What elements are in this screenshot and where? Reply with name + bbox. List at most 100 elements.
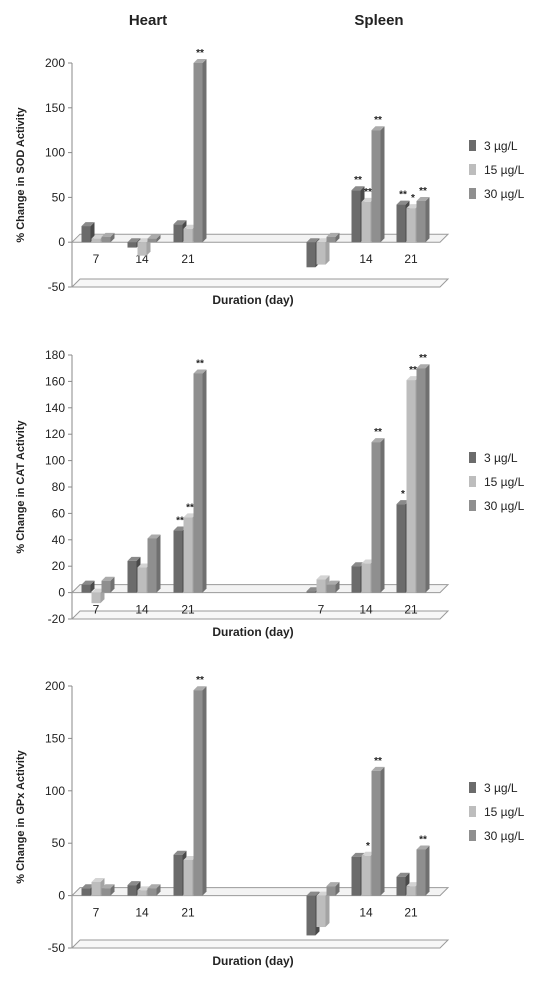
bar: [81, 226, 91, 243]
bar-side: [425, 196, 430, 243]
x-tick-label: 14: [135, 603, 149, 617]
chart-panel-3: -50 0 50 100 150 200 % Change in GPx Activity 7…: [15, 675, 525, 968]
bar-side: [325, 891, 330, 928]
bar-top: [396, 872, 410, 877]
x-tick-label: 14: [359, 906, 373, 920]
bar: [137, 242, 147, 256]
y-tick-label: 0: [58, 235, 65, 249]
bar: [173, 224, 183, 243]
bar-top: [101, 232, 115, 237]
y-tick-label: 100: [45, 784, 65, 798]
bar: [396, 876, 406, 896]
bar: [127, 560, 137, 593]
bar: [351, 190, 361, 243]
significance-label: **: [419, 186, 427, 197]
bar: [306, 895, 316, 936]
significance-label: **: [364, 187, 372, 198]
bar-top: [326, 882, 340, 887]
legend-swatch: [469, 164, 476, 175]
bar-top: [183, 855, 197, 860]
bar-top: [173, 526, 187, 531]
bar-side: [90, 580, 95, 593]
bar: [147, 538, 157, 593]
bar-top: [316, 575, 330, 580]
bar: [361, 201, 371, 243]
x-tick-label: 14: [359, 252, 373, 266]
y-tick-label: 50: [52, 190, 66, 204]
y-tick-label: 200: [45, 56, 65, 70]
bar-side: [110, 576, 115, 593]
bar-top: [81, 580, 95, 585]
bar: [371, 442, 381, 593]
legend-label: 3 µg/L: [484, 451, 518, 465]
bar-top: [101, 884, 115, 889]
bar-top: [81, 884, 95, 889]
bar-top: [137, 238, 151, 243]
legend-label: 15 µg/L: [484, 805, 525, 819]
legend-label: 30 µg/L: [484, 829, 525, 843]
significance-label: **: [186, 502, 194, 513]
y-tick-label: -20: [48, 612, 66, 626]
bar: [101, 580, 111, 593]
bar-top: [396, 500, 410, 505]
bar-top: [127, 556, 141, 561]
bar-side: [146, 238, 151, 256]
x-tick-label: 7: [318, 603, 325, 617]
significance-label: **: [374, 427, 382, 438]
bar: [81, 888, 91, 896]
legend-label: 3 µg/L: [484, 139, 518, 153]
y-tick-label: 140: [45, 401, 65, 415]
bar: [396, 204, 406, 243]
bar-top: [416, 196, 430, 201]
bar-side: [335, 580, 340, 593]
y-tick-label: 80: [52, 480, 66, 494]
significance-label: *: [366, 841, 370, 852]
bar: [101, 888, 111, 896]
chart-panel-2: -20 0 20 40 60 80 100 120 140 160 180 % Change in C…: [15, 348, 525, 639]
x-tick-label: 21: [404, 906, 418, 920]
bar-side: [335, 232, 340, 243]
bar-top: [193, 686, 207, 691]
bar: [416, 849, 426, 896]
bar: [147, 238, 157, 243]
bar: [316, 579, 326, 593]
x-tick-label: 7: [93, 252, 100, 266]
x-tick-label: 14: [135, 252, 149, 266]
x-tick-label: 21: [404, 252, 418, 266]
bar-side: [156, 234, 161, 243]
y-tick-label: 100: [45, 454, 65, 468]
bar-side: [202, 369, 207, 593]
significance-label: **: [399, 190, 407, 201]
bar-top: [81, 222, 95, 227]
significance-label: **: [374, 756, 382, 767]
x-tick-label: 21: [404, 603, 418, 617]
significance-label: *: [411, 193, 415, 204]
bar-side: [202, 59, 207, 243]
bar: [326, 886, 336, 896]
bar: [91, 881, 101, 896]
bar: [193, 63, 203, 243]
significance-label: **: [196, 48, 204, 59]
y-tick-label: 60: [52, 506, 66, 520]
bar-top: [316, 238, 330, 243]
bar-top: [371, 766, 385, 771]
bar: [416, 200, 426, 243]
base-plane: [70, 278, 450, 288]
y-tick-label: 0: [58, 586, 65, 600]
bar: [326, 584, 336, 593]
bar-side: [425, 845, 430, 896]
bar-top: [371, 126, 385, 131]
bar-top: [351, 562, 365, 567]
bar-side: [380, 438, 385, 593]
bar-side: [325, 238, 330, 265]
bar: [326, 236, 336, 243]
bar: [183, 228, 193, 243]
bar-top: [306, 238, 320, 243]
y-axis-label: % Change in CAT Activity: [15, 420, 27, 554]
significance-label: **: [176, 516, 184, 527]
bar-side: [156, 534, 161, 593]
bar-side: [202, 686, 207, 896]
bar-top: [371, 438, 385, 443]
bar: [81, 584, 91, 593]
